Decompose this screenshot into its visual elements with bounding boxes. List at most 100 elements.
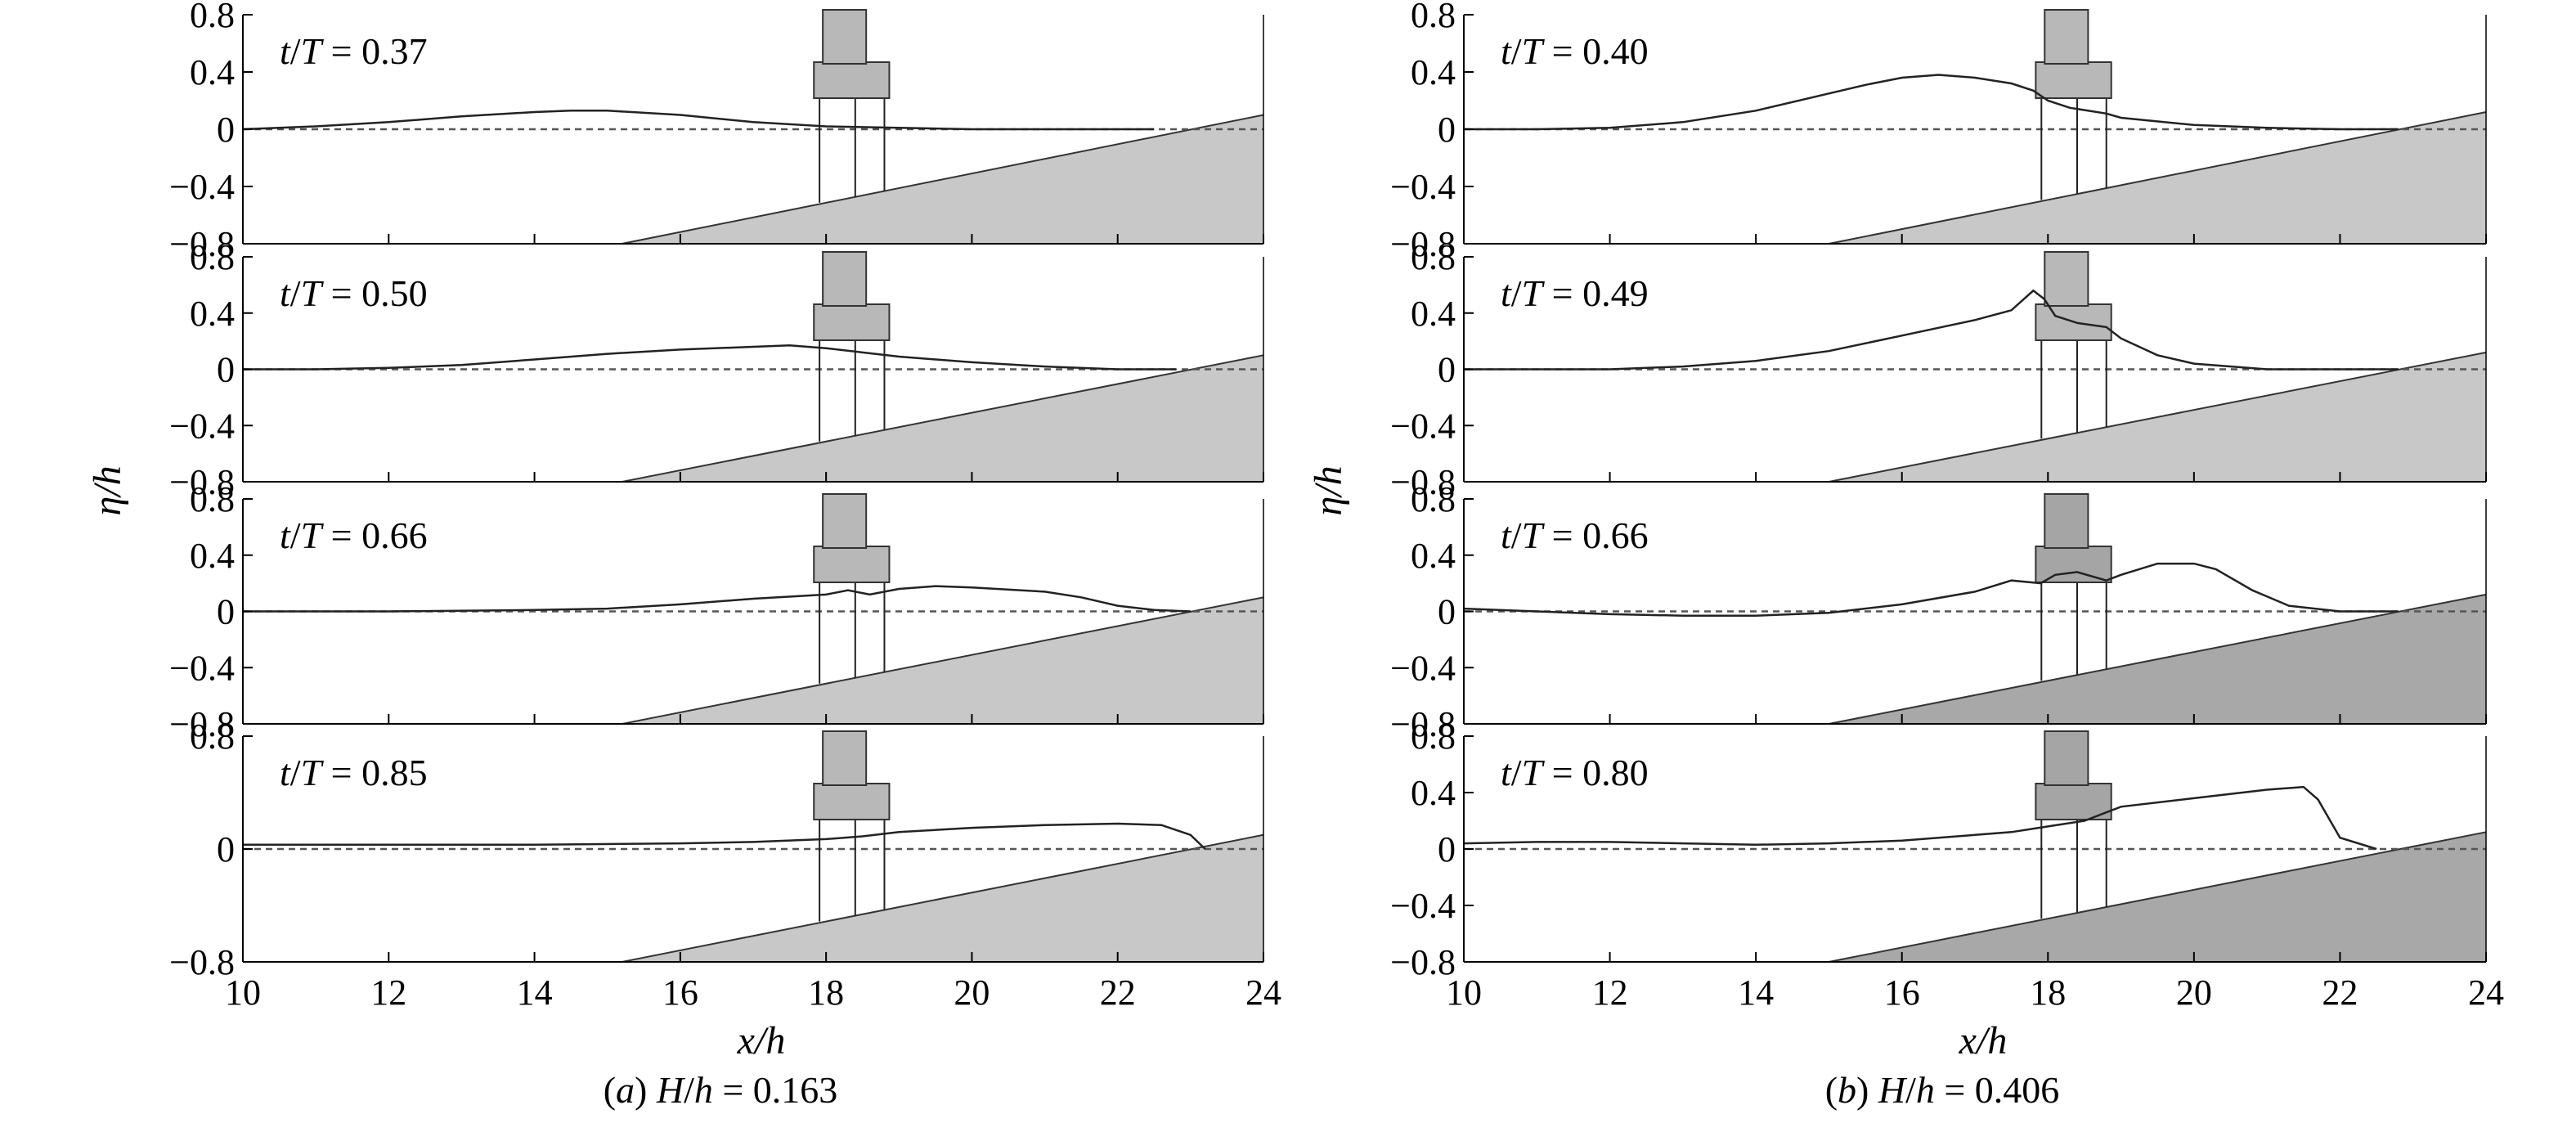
chart-b: 0.8 0.4 0 −0.4 −0.8 t/T = 0.40 0.8 0.4 0 −0.4 −0.8… bbox=[1307, 0, 2504, 1111]
x-tick-label: 12 bbox=[1592, 973, 1628, 1013]
x-axis-label: x/h bbox=[1959, 1019, 2008, 1062]
deck bbox=[813, 61, 891, 99]
slope-edge bbox=[1829, 111, 2487, 245]
superstructure bbox=[822, 493, 868, 549]
panel-b-2: 0.8 0.4 0 −0.4 −0.8 t/T = 0.49 bbox=[1390, 237, 2487, 502]
y-tick-label: −0.8 bbox=[1390, 704, 1456, 744]
panel-label: t/T = 0.85 bbox=[280, 752, 428, 793]
surface-elevation-line bbox=[242, 110, 1155, 131]
panel-label: t/T = 0.66 bbox=[280, 514, 428, 556]
deck bbox=[2035, 546, 2112, 583]
panel-label: t/T = 0.37 bbox=[280, 30, 428, 72]
deck bbox=[813, 303, 891, 341]
x-tick-label: 24 bbox=[1245, 973, 1281, 1013]
panel-a-4: 0.8 0 −0.8 t/T = 0.85 bbox=[169, 716, 1264, 982]
y-tick-label: 0.4 bbox=[1411, 52, 1456, 92]
y-tick-label: −0.4 bbox=[169, 167, 235, 207]
y-tick-label: 0.8 bbox=[1411, 0, 1456, 35]
y-tick-label: 0.8 bbox=[190, 479, 235, 519]
y-tick-label: −0.8 bbox=[1390, 942, 1456, 982]
surface-elevation-line bbox=[243, 822, 1206, 850]
x-tick-label: 24 bbox=[2468, 973, 2504, 1013]
panel-a-2: 0.8 0.4 0 −0.4 −0.8 t/T = 0.50 bbox=[169, 237, 1264, 502]
x-tick-label: 22 bbox=[2322, 973, 2358, 1013]
superstructure bbox=[2044, 9, 2089, 65]
surface-elevation-line bbox=[243, 344, 1176, 371]
panel-label: t/T = 0.49 bbox=[1501, 272, 1649, 314]
slope-edge bbox=[622, 833, 1264, 963]
y-tick-label: 0.8 bbox=[190, 0, 235, 35]
y-tick-label: 0.8 bbox=[190, 716, 235, 757]
y-tick-label: 0.4 bbox=[1411, 294, 1456, 334]
x-tick-label: 12 bbox=[370, 973, 406, 1013]
panel-label: t/T = 0.40 bbox=[1501, 30, 1649, 72]
chart-a: 0.8 0.4 0 −0.4 −0.8 t/T = 0.37 0.8 0.4 0 −0.4 −0.8… bbox=[86, 0, 1281, 1111]
y-tick-label: −0.4 bbox=[1390, 648, 1456, 688]
deck bbox=[2035, 61, 2112, 99]
x-tick-label: 20 bbox=[954, 973, 990, 1013]
x-tick-label: 14 bbox=[1738, 973, 1774, 1013]
superstructure bbox=[822, 9, 868, 65]
y-tick-label: 0 bbox=[217, 350, 235, 390]
y-tick-label: 0.4 bbox=[190, 294, 235, 334]
x-tick-label: 10 bbox=[1446, 973, 1482, 1013]
x-tick-label: 16 bbox=[1884, 973, 1920, 1013]
y-axis-label: η/h bbox=[86, 465, 129, 515]
y-tick-label: −0.8 bbox=[169, 704, 235, 744]
x-tick-label: 14 bbox=[517, 973, 553, 1013]
deck bbox=[2035, 783, 2112, 820]
superstructure bbox=[2044, 251, 2089, 307]
caption: (b) H/h = 0.406 bbox=[1825, 1069, 2060, 1111]
y-tick-label: −0.4 bbox=[169, 648, 235, 688]
deck bbox=[813, 546, 891, 583]
deck bbox=[813, 783, 891, 820]
y-tick-label: −0.4 bbox=[169, 406, 235, 446]
y-tick-label: −0.8 bbox=[169, 942, 235, 982]
surface-elevation-line bbox=[1463, 785, 2377, 851]
y-tick-label: 0.8 bbox=[1411, 479, 1456, 519]
x-tick-label: 18 bbox=[808, 973, 844, 1013]
x-tick-label: 22 bbox=[1100, 973, 1136, 1013]
y-tick-label: 0.4 bbox=[190, 536, 235, 576]
y-tick-label: 0 bbox=[217, 110, 235, 150]
y-tick-label: −0.8 bbox=[1390, 462, 1456, 502]
y-tick-label: 0 bbox=[1438, 110, 1456, 150]
y-tick-label: 0 bbox=[217, 592, 235, 632]
slope-edge bbox=[622, 354, 1264, 483]
panel-a-1: 0.8 0.4 0 −0.4 −0.8 t/T = 0.37 bbox=[169, 0, 1264, 264]
y-tick-label: 0.8 bbox=[1411, 716, 1456, 757]
y-tick-label: −0.8 bbox=[169, 462, 235, 502]
y-tick-label: −0.4 bbox=[1390, 167, 1456, 207]
y-tick-label: 0 bbox=[217, 829, 235, 869]
slope-edge bbox=[1829, 351, 2487, 483]
y-tick-label: 0 bbox=[1438, 592, 1456, 632]
x-tick-label: 16 bbox=[662, 973, 698, 1013]
y-tick-label: 0 bbox=[1438, 350, 1456, 390]
superstructure bbox=[822, 251, 868, 307]
y-tick-label: −0.4 bbox=[1390, 886, 1456, 926]
slope-edge bbox=[1829, 593, 2487, 725]
slope-edge bbox=[1829, 831, 2487, 963]
y-tick-label: −0.4 bbox=[1390, 406, 1456, 446]
surface-elevation-line bbox=[243, 585, 1191, 613]
y-tick-label: 0.8 bbox=[190, 237, 235, 277]
y-tick-label: −0.8 bbox=[169, 224, 235, 264]
x-tick-label: 20 bbox=[2176, 973, 2212, 1013]
y-tick-label: 0.4 bbox=[1411, 773, 1456, 813]
superstructure bbox=[2044, 493, 2089, 549]
slope-edge bbox=[622, 114, 1264, 245]
x-tick-label: 18 bbox=[2030, 973, 2066, 1013]
y-tick-label: 0.8 bbox=[1411, 237, 1456, 277]
superstructure bbox=[2044, 730, 2089, 786]
surface-elevation-line bbox=[1464, 74, 2399, 131]
panel-label: t/T = 0.80 bbox=[1501, 752, 1649, 793]
surface-elevation-line bbox=[1463, 562, 2399, 617]
panel-label: t/T = 0.50 bbox=[280, 272, 428, 314]
slope-edge bbox=[622, 596, 1264, 725]
x-axis-label: x/h bbox=[737, 1019, 786, 1062]
y-tick-label: 0 bbox=[1438, 829, 1456, 869]
panel-label: t/T = 0.66 bbox=[1501, 514, 1649, 556]
panel-b-4: 0.8 0.4 0 −0.4 −0.8 t/T = 0.80 bbox=[1390, 716, 2487, 982]
panel-b-1: 0.8 0.4 0 −0.4 −0.8 t/T = 0.40 bbox=[1390, 0, 2487, 264]
